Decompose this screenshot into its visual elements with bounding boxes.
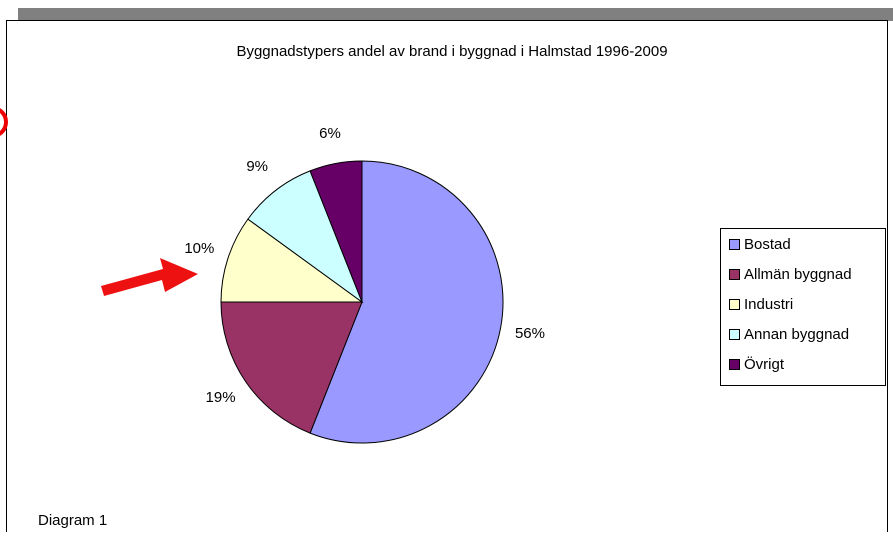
legend-box <box>720 228 886 386</box>
legend-swatch <box>729 269 740 280</box>
legend-swatch <box>729 239 740 250</box>
caption: Diagram 1 <box>38 512 107 529</box>
legend-label: Bostad <box>744 236 791 253</box>
pie-slice <box>309 160 504 444</box>
pie-slice <box>247 170 364 304</box>
legend-swatch <box>729 299 740 310</box>
data-label: 10% <box>184 240 214 257</box>
legend-label: Övrigt <box>744 355 785 373</box>
pie-slice <box>309 160 363 303</box>
data-label: 9% <box>246 158 268 175</box>
legend-swatch <box>729 329 740 340</box>
top-bar <box>18 8 893 21</box>
pie-slice <box>220 301 363 434</box>
data-label: 56% <box>515 325 545 342</box>
pie-slice <box>220 218 364 303</box>
chart-title: Byggnadstypers andel av brand i byggnad … <box>236 43 667 60</box>
annotation-circle <box>0 108 8 136</box>
data-label: 19% <box>206 389 236 406</box>
data-label: 6% <box>319 125 341 142</box>
legend-label: Annan byggnad <box>744 326 849 343</box>
legend-swatch <box>729 359 740 370</box>
annotation-arrow <box>101 258 198 296</box>
legend-label: Industri <box>744 296 793 313</box>
legend-label: Allmän byggnad <box>744 266 852 283</box>
